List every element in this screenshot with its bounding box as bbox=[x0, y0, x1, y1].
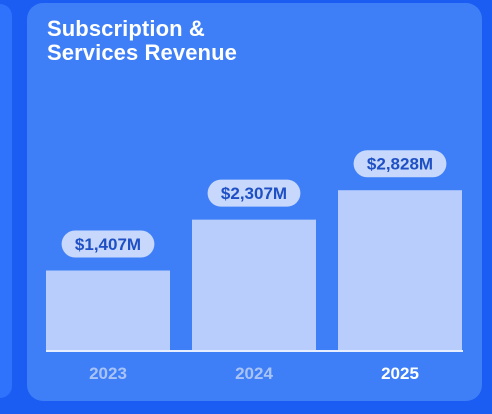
bar-2025 bbox=[338, 190, 462, 350]
data-label-2023: $1,407M bbox=[75, 235, 141, 254]
x-tick-2025: 2025 bbox=[381, 364, 419, 383]
x-tick-labels-group: 2023 2024 2025 bbox=[89, 364, 419, 383]
data-labels-group: $1,407M $2,307M $2,828M bbox=[61, 150, 447, 258]
bar-2023 bbox=[46, 270, 170, 350]
data-label-pill-2023 bbox=[61, 230, 155, 258]
revenue-chart-card: Subscription & Services Revenue $1,407M $… bbox=[27, 3, 482, 401]
data-label-pill-2024 bbox=[207, 179, 301, 207]
bars-group bbox=[46, 190, 462, 350]
data-label-2024: $2,307M bbox=[221, 184, 287, 203]
x-tick-2024: 2024 bbox=[235, 364, 273, 383]
chart-title: Subscription & Services Revenue bbox=[47, 16, 237, 65]
bar-chart: $1,407M $2,307M $2,828M 2023 2024 2025 bbox=[46, 150, 463, 383]
adjacent-panel-edge bbox=[0, 4, 12, 398]
bar-2024 bbox=[192, 219, 316, 350]
data-label-pill-2025 bbox=[353, 150, 447, 178]
x-tick-2023: 2023 bbox=[89, 364, 127, 383]
data-label-2025: $2,828M bbox=[367, 155, 433, 174]
